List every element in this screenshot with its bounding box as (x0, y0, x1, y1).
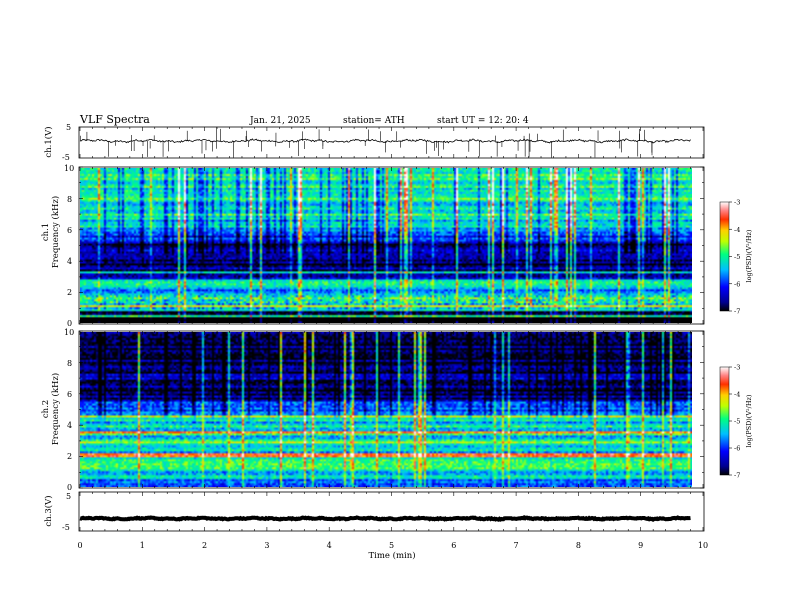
ch3-voltage-panel: 5 -5 ch.3(V) (43, 491, 705, 532)
ch3-voltage-ylabel: ch.3(V) (43, 495, 54, 526)
ch1-spec-ytick-10: 10 (64, 164, 74, 173)
colorbar-tick-label: -6 (734, 445, 740, 453)
ch1-spectrogram-ticks (79, 166, 704, 325)
ch1-spec-ytick-0: 0 (67, 319, 72, 328)
colorbar-tick-label: -4 (734, 391, 740, 399)
ch2-colorbar: -3 -4 -5 -6 -7 log(PSD)(V²/Hz) (719, 364, 753, 480)
ch1-spectrogram-panel: 10 8 6 4 2 0 ch.1Frequency (kHz) (41, 164, 705, 328)
ch1-voltage-xticks (79, 127, 704, 158)
station-label: station= ATH (343, 116, 405, 126)
ch1-voltage-panel: 5 -5 ch.1(V) (43, 123, 705, 162)
colorbar-tick-label: -5 (734, 418, 740, 426)
colorbar-tick-label: -7 (734, 308, 740, 316)
ch2-spec-ytick-6: 6 (67, 390, 72, 399)
colorbar-tick-label: -7 (734, 472, 740, 480)
ch1-voltage-ylabel: ch.1(V) (43, 126, 54, 157)
ch2-spectrogram-panel: 10 8 6 4 2 0 ch.2Frequency (kHz) (41, 328, 705, 492)
ch2-colorbar-gradient (719, 366, 730, 476)
x-tick-label: 0 (77, 541, 82, 550)
x-tick-label: 8 (576, 541, 581, 550)
start-time-label: start UT = 12: 20: 4 (437, 116, 529, 126)
ch1-spec-ytick-8: 8 (67, 195, 72, 204)
ch1-spectrogram-ylabel: ch.1Frequency (kHz) (41, 196, 61, 268)
x-tick-label: 2 (202, 541, 207, 550)
ch1-voltage-frame (78, 126, 705, 159)
date-label: Jan. 21, 2025 (249, 116, 311, 126)
ch3-ytick-top: 5 (66, 492, 71, 501)
colorbar-tick-label: -3 (734, 199, 740, 207)
x-tick-label: 9 (638, 541, 643, 550)
ch2-spec-ytick-2: 2 (67, 452, 72, 461)
ch3-ytick-bottom: -5 (62, 523, 70, 532)
x-tick-label: 4 (327, 541, 332, 550)
ch2-spectrogram-image (80, 332, 692, 487)
ch2-spec-ytick-0: 0 (67, 483, 72, 492)
ch2-colorbar-label: log(PSD)(V²/Hz) (745, 394, 753, 447)
ch2-spec-ytick-8: 8 (67, 359, 72, 368)
ch2-spectrogram-ticks (79, 330, 704, 489)
ch1-colorbar-ticks: -3 -4 -5 -6 -7 (729, 199, 740, 316)
x-tick-label: 10 (698, 541, 708, 550)
ch2-spec-ytick-4: 4 (67, 421, 72, 430)
ch2-colorbar-ticks: -3 -4 -5 -6 -7 (729, 364, 740, 480)
ch3-voltage-frame (78, 491, 705, 532)
ch1-spec-ytick-4: 4 (67, 257, 72, 266)
ch1-colorbar-label: log(PSD)(V²/Hz) (745, 229, 753, 282)
ch1-colorbar-gradient (719, 201, 730, 312)
x-axis-label: Time (min) (368, 550, 415, 561)
x-tick-label: 6 (451, 541, 456, 550)
ch1-spec-ytick-6: 6 (67, 226, 72, 235)
ch1-ytick-bottom: -5 (62, 153, 70, 162)
x-tick-label: 1 (140, 541, 145, 550)
ch1-colorbar: -3 -4 -5 -6 -7 log(PSD)(V²/Hz) (719, 199, 753, 316)
x-tick-label: 5 (389, 541, 394, 550)
ch2-spec-ytick-10: 10 (64, 328, 74, 337)
ch1-voltage-spikes (80, 127, 653, 158)
chart-title: VLF Spectra (79, 113, 150, 126)
ch1-spectrogram-image (80, 168, 692, 323)
x-tick-label: 7 (514, 541, 519, 550)
ch1-spec-ytick-2: 2 (67, 288, 72, 297)
colorbar-tick-label: -4 (734, 226, 740, 234)
colorbar-tick-label: -5 (734, 253, 740, 261)
ch2-spectrogram-ylabel: ch.2Frequency (kHz) (41, 373, 61, 445)
x-axis-tick-labels: 0 1 2 3 4 5 6 7 8 9 10 (77, 541, 708, 550)
ch1-ytick-top: 5 (66, 123, 71, 132)
ch3-voltage-xticks (79, 492, 704, 531)
colorbar-tick-label: -6 (734, 280, 740, 288)
colorbar-tick-label: -3 (734, 364, 740, 372)
ch3-voltage-trace (79, 515, 691, 522)
x-tick-label: 3 (264, 541, 269, 550)
